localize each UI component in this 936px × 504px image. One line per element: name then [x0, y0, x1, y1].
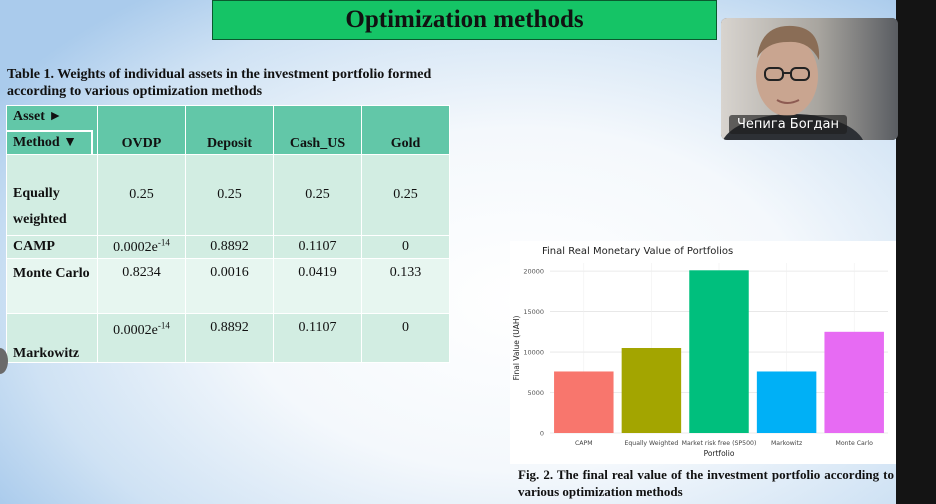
table-row: Markowitz 0.0002e-14 0.8892 0.1107 0	[6, 313, 450, 363]
table-cell: 0.1107	[273, 313, 362, 363]
table-cell: 0.0002e-14	[97, 313, 186, 363]
table-corner-cell: Asset ► Method ▼	[6, 105, 98, 155]
bar	[554, 371, 614, 433]
table-cell: 0	[361, 235, 450, 259]
x-tick-label: Markowitz	[771, 440, 802, 447]
table-cell: 0.8892	[185, 235, 274, 259]
bar-chart: Final Real Monetary Value of Portfolios 0…	[512, 246, 888, 458]
table-row: Monte Carlo 0.8234 0.0016 0.0419 0.133	[6, 258, 450, 314]
y-tick-label: 20000	[523, 268, 544, 276]
table-cell: 0.8234	[97, 258, 186, 314]
table-cell: 0.0419	[273, 258, 362, 314]
x-tick-label: Market risk free (SP500)	[682, 440, 757, 447]
table-row: Equally weighted 0.25 0.25 0.25 0.25	[6, 154, 450, 236]
table-cell: 0.25	[361, 154, 450, 236]
column-header: Cash_US	[273, 105, 362, 155]
table-row: CAMP 0.0002e-14 0.8892 0.1107 0	[6, 235, 450, 259]
table-cell-text: 0.0002e-14	[113, 320, 170, 338]
column-header: Deposit	[185, 105, 274, 155]
table-cell: 0.25	[97, 154, 186, 236]
weights-table: Asset ► Method ▼ OVDP Deposit Cash_US Go…	[6, 105, 450, 363]
x-tick-label: Equally Weighted	[624, 440, 678, 447]
table-cell: 0.25	[273, 154, 362, 236]
y-tick-label: 10000	[523, 349, 544, 357]
column-header: Gold	[361, 105, 450, 155]
table-cell: 0.133	[361, 258, 450, 314]
table-cell: 0.0016	[185, 258, 274, 314]
row-method-label: Markowitz	[6, 313, 98, 363]
table-cell: 0	[361, 313, 450, 363]
x-tick-label: CAPM	[575, 440, 593, 447]
y-tick-label: 5000	[527, 389, 544, 397]
bar	[756, 371, 817, 433]
table-cell: 0.0002e-14	[97, 235, 186, 259]
table-caption: Table 1. Weights of individual assets in…	[7, 67, 432, 99]
participant-name: Чепига Богдан	[729, 115, 847, 134]
asset-header-label: Asset ►	[13, 109, 63, 124]
slide-nav-handle[interactable]	[0, 348, 8, 374]
x-axis-label: Portfolio	[704, 449, 735, 458]
chart-title: Final Real Monetary Value of Portfolios	[542, 246, 733, 257]
y-tick-label: 15000	[523, 308, 544, 316]
row-method-label: Equally weighted	[6, 154, 98, 236]
screen-edge-bar	[896, 0, 936, 504]
table-cell: 0.8892	[185, 313, 274, 363]
y-tick-label: 0	[540, 430, 544, 438]
bar	[824, 331, 884, 433]
table-header-row: Asset ► Method ▼ OVDP Deposit Cash_US Go…	[6, 105, 450, 155]
row-method-label: Monte Carlo	[6, 258, 98, 314]
column-header: OVDP	[97, 105, 186, 155]
webcam-tile[interactable]: Чепига Богдан	[721, 18, 898, 140]
table-cell: 0.25	[185, 154, 274, 236]
x-tick-label: Monte Carlo	[835, 440, 873, 447]
y-axis-label: Final Value (UAH)	[512, 316, 521, 381]
bar	[621, 348, 682, 433]
chart-panel: Final Real Monetary Value of Portfolios 0…	[510, 241, 896, 464]
figure-caption: Fig. 2. The final real value of the inve…	[518, 467, 894, 499]
table-cell: 0.1107	[273, 235, 362, 259]
bar	[689, 270, 749, 433]
row-method-label: CAMP	[6, 235, 98, 259]
slide-title: Optimization methods	[212, 0, 717, 40]
method-header-label: Method ▼	[7, 130, 93, 154]
table-cell-text: 0.0002e-14	[113, 237, 170, 256]
